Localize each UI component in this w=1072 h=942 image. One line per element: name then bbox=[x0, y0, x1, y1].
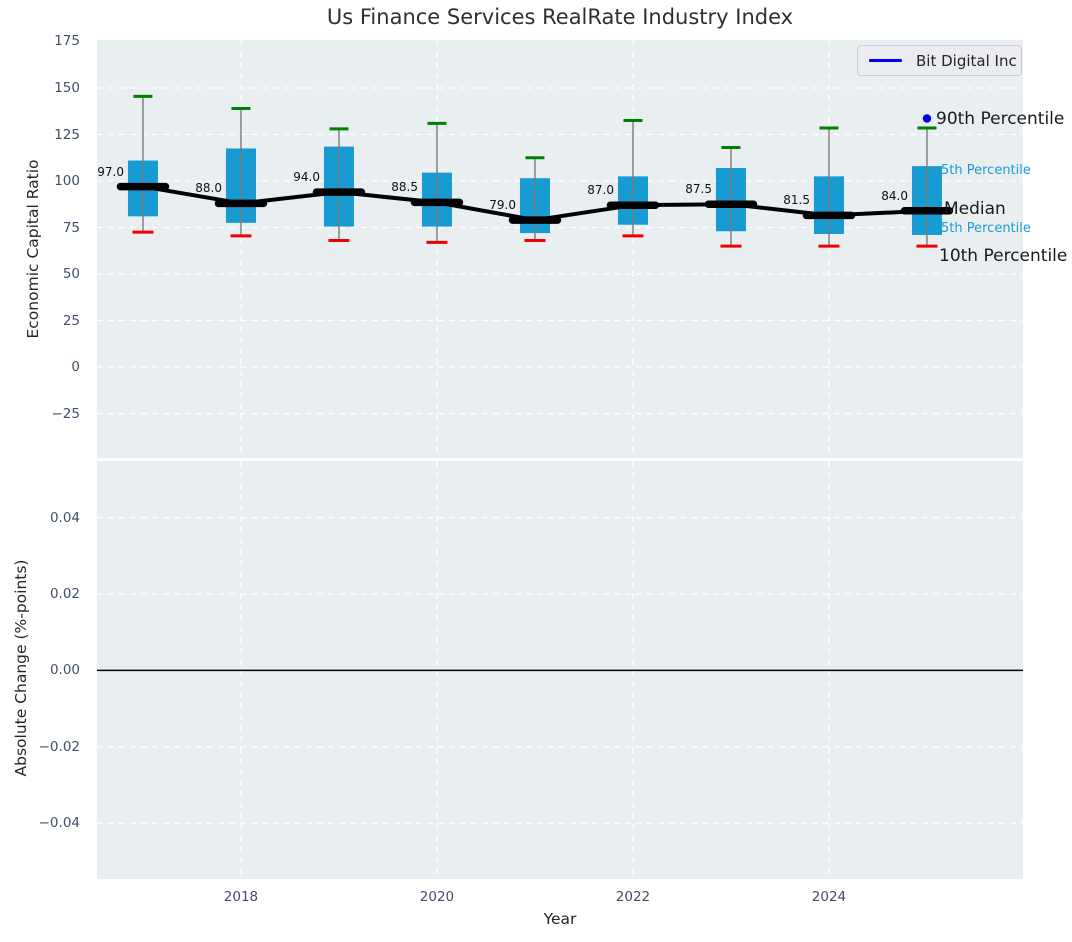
ytick-label-top: 50 bbox=[62, 266, 80, 283]
ytick-label-top: 150 bbox=[54, 79, 80, 96]
legend-label: Bit Digital Inc bbox=[916, 51, 1017, 70]
ytick-label-top: 125 bbox=[54, 126, 80, 143]
ytick-label-bottom: 0.04 bbox=[49, 509, 80, 526]
ytick-label-top: −25 bbox=[51, 405, 81, 422]
xtick-label: 2024 bbox=[811, 889, 847, 905]
ytick-label-bottom: −0.04 bbox=[38, 815, 80, 832]
ytick-label-bottom: 0.02 bbox=[49, 585, 80, 602]
ytick-label-top: 25 bbox=[62, 312, 80, 329]
annotation-median: Median bbox=[944, 199, 1006, 220]
median-value-label: 97.0 bbox=[97, 164, 124, 179]
ytick-label-top: 75 bbox=[62, 219, 80, 236]
ytick-label-bottom: −0.02 bbox=[38, 738, 80, 755]
xtick-label: 2022 bbox=[615, 889, 651, 905]
ytick-label-top: 0 bbox=[71, 359, 80, 376]
median-value-label: 81.5 bbox=[783, 193, 810, 208]
median-value-label: 87.0 bbox=[587, 183, 614, 198]
median-value-label: 79.0 bbox=[489, 198, 516, 213]
median-value-label: 88.0 bbox=[195, 181, 222, 196]
legend-line-sample bbox=[869, 59, 902, 62]
x-axis-label: Year bbox=[543, 910, 577, 928]
median-value-label: 94.0 bbox=[293, 170, 320, 185]
bottom-plot-area bbox=[97, 461, 1023, 879]
median-value-label: 84.0 bbox=[881, 188, 908, 203]
ytick-label-bottom: 0.00 bbox=[49, 662, 80, 679]
median-value-label: 87.5 bbox=[685, 182, 712, 197]
chart-title: Us Finance Services RealRate Industry In… bbox=[326, 5, 794, 29]
legend: Bit Digital Inc bbox=[857, 45, 1022, 76]
annotation-p90: 90th Percentile bbox=[936, 108, 1065, 129]
annotation-p10: 10th Percentile bbox=[939, 245, 1068, 266]
xtick-label: 2020 bbox=[419, 889, 455, 905]
median-value-label: 88.5 bbox=[391, 180, 418, 195]
top-plot-area bbox=[97, 40, 1023, 458]
ytick-label-top: 175 bbox=[54, 33, 80, 50]
annotation-p25: 5th Percentile bbox=[941, 220, 1031, 236]
ytick-label-top: 100 bbox=[54, 173, 80, 189]
annotation-p75: 5th Percentile bbox=[941, 163, 1031, 179]
xtick-label: 2018 bbox=[223, 889, 259, 905]
